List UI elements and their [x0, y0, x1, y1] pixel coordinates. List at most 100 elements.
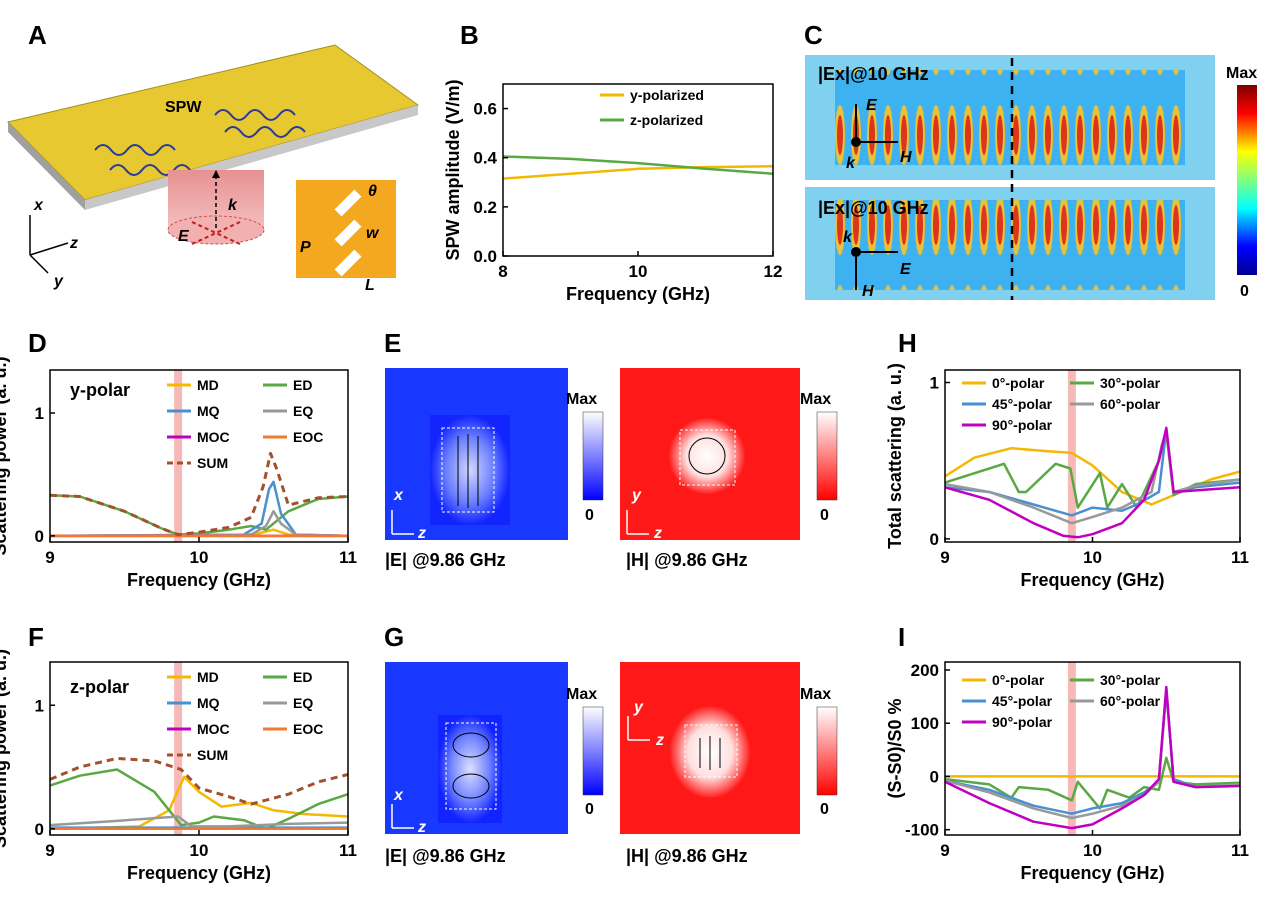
- legend-label: 45°-polar: [992, 396, 1053, 412]
- top-field-label: |Ex|@10 GHz: [818, 64, 929, 84]
- x-axis-label: Frequency (GHz): [566, 284, 710, 304]
- field-ripples-top: [835, 70, 1185, 165]
- wave-icon: [109, 164, 191, 176]
- series-line-90-polar: [945, 685, 1240, 830]
- series-line-60-polar: [945, 429, 1240, 525]
- panel-label-h: H: [898, 328, 917, 358]
- highlight-band: [174, 370, 183, 542]
- plate-edge-left: [8, 122, 85, 210]
- panel-label-c: C: [804, 20, 823, 50]
- chart-annotation: z-polar: [70, 677, 129, 697]
- legend-label: MQ: [197, 403, 220, 419]
- axis-z-label: z: [653, 525, 662, 542]
- legend-label: SUM: [197, 747, 228, 763]
- panel-e: E x z Max 0 |E| @9.86 GHz y z Max 0 |H| …: [384, 328, 838, 570]
- highlight-band: [1067, 370, 1076, 542]
- chart-d: D 9 10 11 0 1 Frequency (GHz) Scattering power …: [0, 328, 357, 590]
- legend-label: MOC: [197, 429, 230, 445]
- x-tick-label: 10: [629, 262, 648, 281]
- field-arrows: [457, 434, 479, 508]
- legend-label: 90°-polar: [992, 714, 1053, 730]
- series-line-eq: [50, 815, 348, 828]
- y-tick-label: -100: [905, 821, 939, 840]
- axis-z-label: z: [655, 732, 664, 749]
- slot: [334, 189, 362, 217]
- p-label: P: [300, 239, 311, 256]
- e-caption: |E| @9.86 GHz: [385, 846, 506, 866]
- x-tick-label: 9: [940, 841, 949, 860]
- series-line-mq: [50, 480, 348, 538]
- e-label: E: [178, 228, 190, 245]
- legend-label: 60°-polar: [1100, 396, 1161, 412]
- legend-label: z-polarized: [630, 112, 703, 128]
- h-colorbar: [816, 706, 838, 796]
- axis-x-label: x: [393, 487, 404, 504]
- legend-label: MOC: [197, 721, 230, 737]
- panel-label-g: G: [384, 622, 404, 652]
- e-colorbar-max: Max: [566, 391, 597, 408]
- h-colorbar-min: 0: [820, 801, 829, 818]
- x-axis-label: Frequency (GHz): [1020, 863, 1164, 883]
- y-tick-label: 1: [930, 374, 939, 393]
- x-axis-label: Frequency (GHz): [1020, 570, 1164, 590]
- legend-label: 90°-polar: [992, 417, 1053, 433]
- legend-label: EQ: [293, 403, 313, 419]
- y-tick-label: 200: [911, 661, 939, 680]
- axis-z-label: z: [417, 525, 426, 542]
- x-tick-label: 12: [764, 262, 783, 281]
- y-tick-label: 0.0: [473, 247, 497, 266]
- chart-annotation: y-polar: [70, 380, 130, 400]
- y-tick-label: 0: [930, 767, 939, 786]
- legend-label: MD: [197, 377, 219, 393]
- legend-label: EOC: [293, 721, 323, 737]
- axis-z-line: [29, 242, 69, 256]
- legend-label: ED: [293, 669, 312, 685]
- series-line-30-polar: [945, 431, 1240, 509]
- w-label: w: [366, 225, 380, 242]
- y-axis-label: Total scattering (a. u.): [885, 363, 905, 549]
- series-line-45-polar: [945, 690, 1240, 815]
- particle-outline: [445, 722, 497, 810]
- legend-label: ED: [293, 377, 312, 393]
- h-colorbar-max: Max: [800, 686, 831, 703]
- legend-label: y-polarized: [630, 87, 704, 103]
- h-colorbar-min: 0: [820, 507, 829, 524]
- panel-label-i: I: [898, 622, 905, 652]
- y-tick-label: 0.2: [473, 198, 497, 217]
- bottom-field-label: |Ex|@10 GHz: [818, 198, 929, 218]
- e-field-glow: [438, 715, 502, 823]
- series-line-eq: [50, 510, 348, 538]
- h-field-glow: [669, 418, 745, 494]
- legend-label: EOC: [293, 429, 323, 445]
- top-h-label: H: [900, 149, 912, 166]
- axis-y-line: [29, 254, 49, 274]
- k-arrowhead: [212, 170, 220, 178]
- x-tick-label: 11: [339, 548, 357, 567]
- particle-outline: [441, 427, 495, 513]
- highlight-band: [1067, 662, 1076, 835]
- loop-icon: [452, 773, 490, 799]
- x-tick-label: 10: [1083, 841, 1102, 860]
- x-tick-label: 11: [1231, 548, 1249, 567]
- y-tick-label: 1: [35, 404, 44, 423]
- h-colorbar: [816, 411, 838, 501]
- axis-y-label: y: [631, 487, 642, 504]
- x-tick-label: 10: [190, 548, 209, 567]
- y-tick-label: 0: [930, 530, 939, 549]
- x-axis-label: Frequency (GHz): [127, 863, 271, 883]
- legend-label: 60°-polar: [1100, 693, 1161, 709]
- legend-label: 0°-polar: [992, 672, 1045, 688]
- colorbar-max: Max: [1226, 65, 1257, 82]
- x-tick-label: 9: [45, 548, 54, 567]
- legend-label: 0°-polar: [992, 375, 1045, 391]
- y-tick-label: 0: [35, 820, 44, 839]
- series-line-sum: [50, 756, 348, 806]
- slot: [334, 249, 362, 277]
- e-colorbar: [582, 706, 604, 796]
- particle-outline: [684, 724, 738, 778]
- y-axis-label: Scattering power (a. u.): [0, 356, 10, 555]
- e-colorbar-max: Max: [566, 686, 597, 703]
- l-label: L: [365, 277, 375, 294]
- e-arrow: [191, 221, 241, 245]
